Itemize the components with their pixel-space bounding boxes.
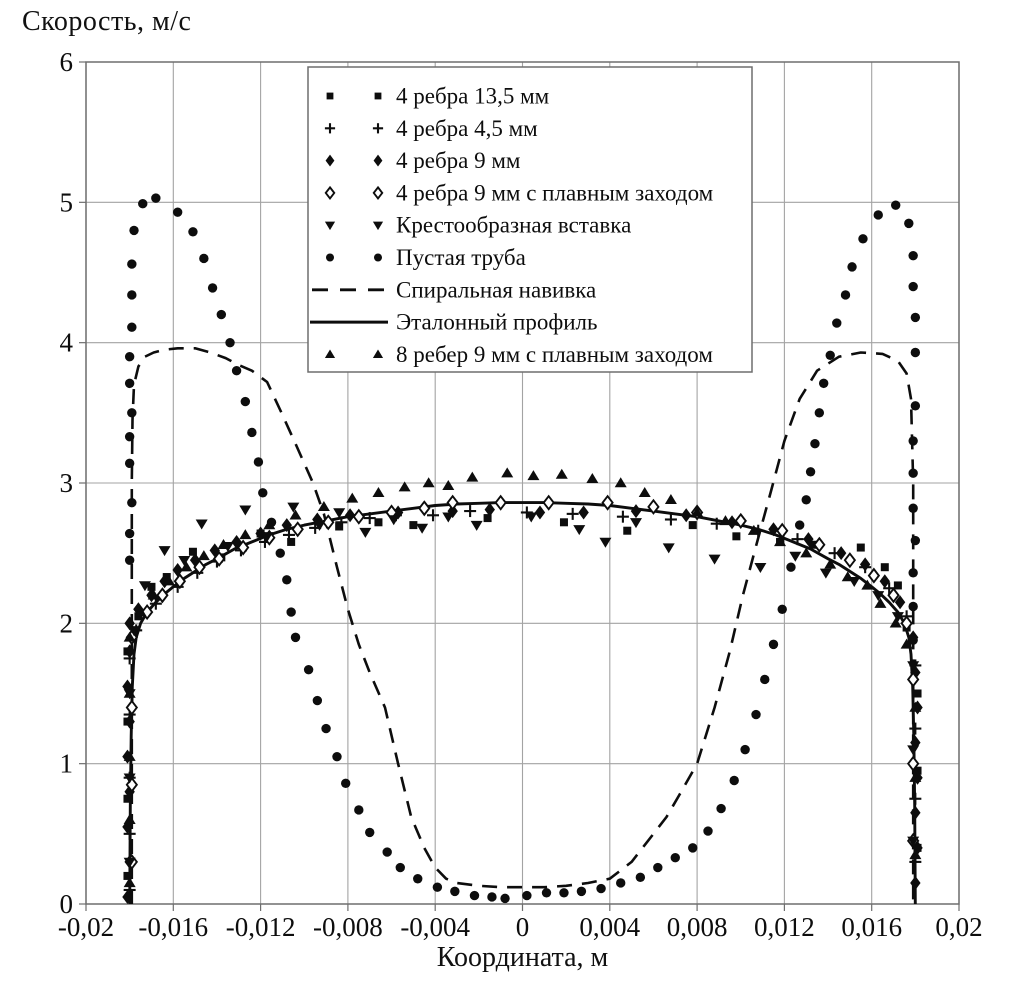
legend-label: Пустая труба [396,245,526,270]
legend-entry: 8 ребер 9 мм с плавным заходом [324,342,713,367]
x-tick-label: 0,012 [754,912,815,942]
x-tick-label: 0,016 [841,912,902,942]
legend-entry: 4 ребра 9 мм с плавным заходом [324,180,714,205]
y-tick-label: 4 [60,328,74,358]
legend-label: Спиральная навивка [396,277,596,302]
y-tick-label: 2 [60,608,74,638]
series-cross-insert [123,502,920,868]
legend-entry: Пустая труба [326,245,526,270]
y-tick-label: 5 [60,187,74,217]
x-tick-label: 0,008 [667,912,728,942]
legend-label: 4 ребра 4,5 мм [396,116,538,141]
y-tick-label: 1 [60,749,74,779]
y-tick-label: 0 [60,889,74,919]
legend-label: 4 ребра 13,5 мм [396,84,550,109]
x-tick-label: -0,016 [138,912,208,942]
x-tick-label: -0,008 [313,912,383,942]
legend-entry: Крестообразная вставка [324,213,631,238]
legend-entry: 4 ребра 9 мм [325,148,521,173]
legend-entry: 4 ребра 4,5 мм [324,116,538,141]
legend-label: 4 ребра 9 мм [396,148,521,173]
x-tick-label: 0,02 [935,912,982,942]
legend: 4 ребра 13,5 мм 4 ребра 4,5 мм 4 ребра 9 м… [307,66,753,373]
legend-label: 4 ребра 9 мм с плавным заходом [396,180,714,205]
x-tick-label: -0,012 [226,912,296,942]
y-axis-title: Скорость, м/с [22,6,192,37]
legend-entry: Спиральная навивка [312,277,596,302]
x-axis-title: Координата, м [436,942,609,973]
series-reference-profile-line [128,501,917,905]
legend-label: Крестообразная вставка [396,213,631,238]
tick-labels: 0 1 2 3 4 5 6 -0,02 -0,016 -0,012 -0,008 -0,004 0 0,0… [58,47,983,942]
plot-frame [85,61,960,905]
y-tick-label: 3 [60,468,74,498]
legend-entry: 4 ребра 13,5 мм [326,84,550,109]
x-tick-label: 0 [516,912,530,942]
x-tick-label: 0,004 [579,912,640,942]
legend-label: Эталонный профиль [396,310,598,335]
series-ribs8-9mm-smooth [123,467,922,888]
legend-label: 8 ребер 9 мм с плавным заходом [396,342,713,367]
x-tick-label: -0,004 [400,912,470,942]
series-empty-tube [124,193,921,904]
y-tick-label: 6 [60,47,74,77]
legend-entry: Эталонный профиль [310,310,598,335]
x-tick-label: -0,02 [58,912,114,942]
